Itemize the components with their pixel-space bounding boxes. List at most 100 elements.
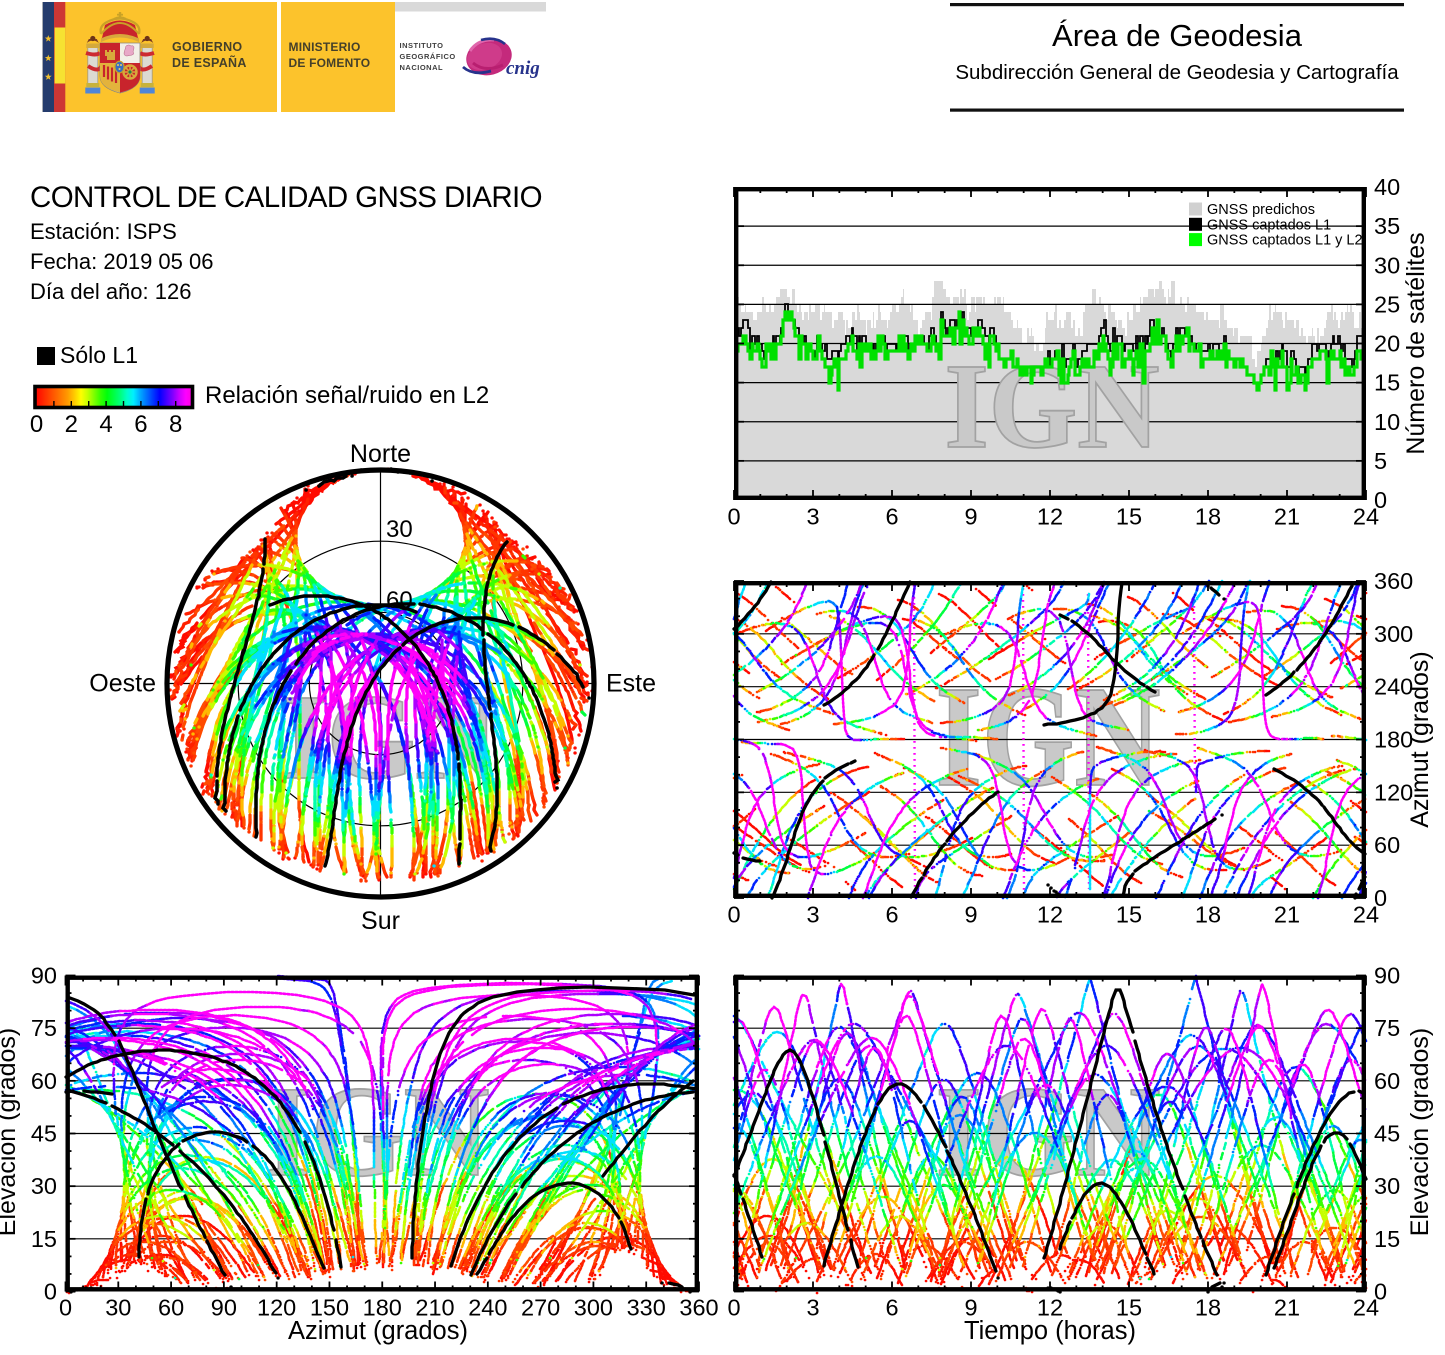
- svg-text:Área de Geodesia: Área de Geodesia: [1052, 18, 1303, 53]
- svg-text:35: 35: [1374, 213, 1400, 239]
- svg-text:NACIONAL: NACIONAL: [400, 63, 444, 72]
- svg-text:24: 24: [1353, 504, 1379, 530]
- svg-text:21: 21: [1274, 902, 1300, 928]
- svg-text:40: 40: [1374, 174, 1400, 200]
- svg-text:21: 21: [1274, 504, 1300, 530]
- svg-text:3: 3: [806, 902, 819, 928]
- svg-text:10: 10: [1374, 409, 1400, 435]
- svg-text:Norte: Norte: [350, 440, 411, 468]
- svg-text:cnig: cnig: [506, 58, 540, 79]
- svg-text:Oeste: Oeste: [89, 670, 156, 698]
- svg-text:180: 180: [1374, 727, 1413, 753]
- svg-text:240: 240: [1374, 674, 1413, 700]
- svg-text:6: 6: [885, 504, 898, 530]
- svg-text:Relación señal/ruido en L2: Relación señal/ruido en L2: [205, 382, 489, 409]
- svg-text:90: 90: [211, 1295, 237, 1321]
- svg-text:Tiempo (horas): Tiempo (horas): [964, 1317, 1136, 1345]
- svg-text:Estación: ISPS: Estación: ISPS: [30, 219, 177, 244]
- svg-text:15: 15: [1116, 504, 1142, 530]
- svg-text:Número de satélites: Número de satélites: [1402, 232, 1430, 454]
- svg-text:12: 12: [1037, 1295, 1063, 1321]
- svg-text:60: 60: [1374, 832, 1400, 858]
- svg-text:GNSS captados L1 y L2: GNSS captados L1 y L2: [1207, 233, 1363, 249]
- svg-text:0: 0: [727, 1295, 740, 1321]
- svg-text:0: 0: [1374, 885, 1387, 911]
- svg-text:GEOGRÁFICO: GEOGRÁFICO: [400, 52, 456, 61]
- svg-text:30: 30: [31, 1173, 57, 1199]
- svg-text:360: 360: [1374, 568, 1413, 594]
- svg-text:5: 5: [1374, 448, 1387, 474]
- svg-text:210: 210: [415, 1295, 454, 1321]
- svg-text:Azimut (grados): Azimut (grados): [288, 1317, 468, 1345]
- svg-text:Elevación (grados): Elevación (grados): [1406, 1028, 1434, 1236]
- svg-text:24: 24: [1353, 902, 1379, 928]
- svg-text:0: 0: [1374, 487, 1387, 513]
- svg-text:150: 150: [310, 1295, 349, 1321]
- svg-text:21: 21: [1274, 1295, 1300, 1321]
- svg-text:0: 0: [727, 504, 740, 530]
- svg-text:60: 60: [31, 1068, 57, 1094]
- svg-text:12: 12: [1037, 902, 1063, 928]
- svg-text:MINISTERIO: MINISTERIO: [289, 40, 361, 54]
- svg-text:Sur: Sur: [361, 907, 400, 935]
- svg-text:8: 8: [169, 411, 182, 438]
- svg-text:15: 15: [1374, 1226, 1400, 1252]
- svg-text:75: 75: [1374, 1015, 1400, 1041]
- svg-text:0: 0: [30, 411, 43, 438]
- svg-text:0: 0: [44, 1279, 57, 1305]
- svg-text:Este: Este: [606, 670, 656, 698]
- svg-text:Elevación (grados): Elevación (grados): [0, 1028, 21, 1236]
- svg-text:20: 20: [1374, 331, 1400, 357]
- svg-text:24: 24: [1353, 1295, 1379, 1321]
- svg-text:CONTROL DE CALIDAD GNSS DIARIO: CONTROL DE CALIDAD GNSS DIARIO: [30, 181, 542, 214]
- svg-text:30: 30: [1374, 252, 1400, 278]
- svg-text:60: 60: [158, 1295, 184, 1321]
- svg-text:Subdirección General de Geodes: Subdirección General de Geodesia y Carto…: [955, 61, 1399, 84]
- svg-text:360: 360: [679, 1295, 718, 1321]
- svg-text:4: 4: [99, 411, 112, 438]
- svg-text:330: 330: [627, 1295, 666, 1321]
- svg-text:30: 30: [1374, 1173, 1400, 1199]
- svg-text:15: 15: [1374, 370, 1400, 396]
- svg-text:75: 75: [31, 1015, 57, 1041]
- svg-text:GNSS captados L1: GNSS captados L1: [1207, 217, 1331, 233]
- svg-text:6: 6: [134, 411, 147, 438]
- svg-text:Fecha: 2019 05 06: Fecha: 2019 05 06: [30, 249, 213, 274]
- svg-text:15: 15: [1116, 1295, 1142, 1321]
- svg-text:3: 3: [806, 1295, 819, 1321]
- svg-text:45: 45: [31, 1121, 57, 1147]
- svg-text:0: 0: [59, 1295, 72, 1321]
- svg-text:6: 6: [885, 1295, 898, 1321]
- svg-text:9: 9: [964, 504, 977, 530]
- svg-text:90: 90: [31, 963, 57, 989]
- svg-text:6: 6: [885, 902, 898, 928]
- svg-text:DE FOMENTO: DE FOMENTO: [289, 56, 371, 70]
- svg-text:INSTITUTO: INSTITUTO: [400, 41, 444, 50]
- svg-text:0: 0: [1374, 1279, 1387, 1305]
- svg-text:15: 15: [31, 1226, 57, 1252]
- svg-text:2: 2: [65, 411, 78, 438]
- svg-text:270: 270: [521, 1295, 560, 1321]
- svg-text:Azimut (grados): Azimut (grados): [1406, 651, 1434, 827]
- svg-text:Día del año: 126: Día del año: 126: [30, 279, 191, 304]
- svg-text:18: 18: [1195, 902, 1221, 928]
- svg-text:240: 240: [468, 1295, 507, 1321]
- svg-text:DE ESPAÑA: DE ESPAÑA: [172, 55, 247, 70]
- svg-text:3: 3: [806, 504, 819, 530]
- svg-text:0: 0: [727, 902, 740, 928]
- svg-text:18: 18: [1195, 504, 1221, 530]
- svg-text:GOBIERNO: GOBIERNO: [172, 40, 242, 54]
- svg-text:120: 120: [257, 1295, 296, 1321]
- svg-text:15: 15: [1116, 902, 1142, 928]
- svg-text:300: 300: [574, 1295, 613, 1321]
- svg-text:12: 12: [1037, 504, 1063, 530]
- svg-text:9: 9: [964, 1295, 977, 1321]
- svg-text:18: 18: [1195, 1295, 1221, 1321]
- svg-text:30: 30: [386, 516, 413, 543]
- svg-text:60: 60: [1374, 1068, 1400, 1094]
- svg-text:300: 300: [1374, 621, 1413, 647]
- svg-text:25: 25: [1374, 291, 1400, 317]
- svg-text:45: 45: [1374, 1121, 1400, 1147]
- svg-text:GNSS predichos: GNSS predichos: [1207, 202, 1315, 218]
- svg-text:30: 30: [105, 1295, 131, 1321]
